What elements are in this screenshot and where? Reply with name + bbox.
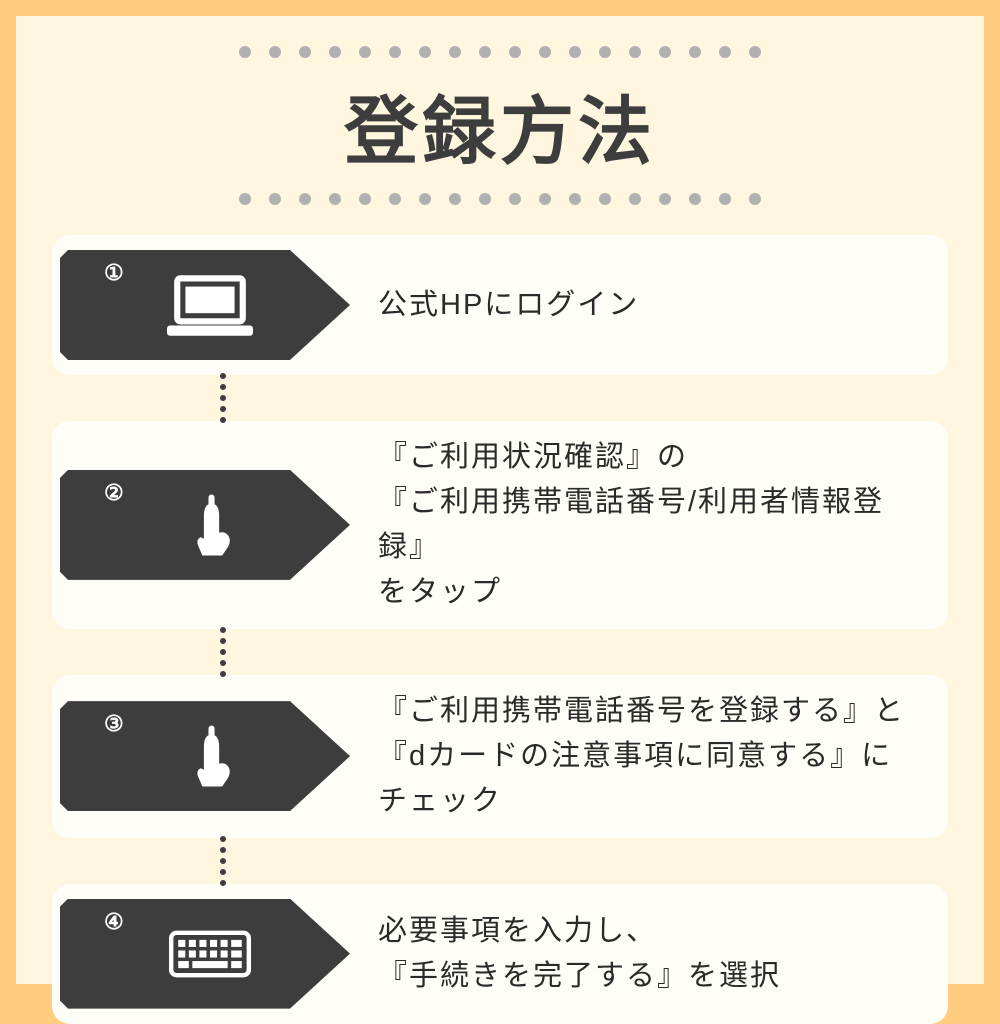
decor-dot bbox=[299, 46, 311, 58]
decor-dot bbox=[749, 193, 761, 205]
step-text: 『ご利用携帯電話番号を登録する』と『dカードの注意事項に同意する』にチェック bbox=[350, 689, 928, 824]
decor-dot bbox=[239, 46, 251, 58]
decor-dot bbox=[479, 193, 491, 205]
step-number: ② bbox=[104, 480, 124, 506]
decor-dot bbox=[239, 193, 251, 205]
decor-dot bbox=[659, 193, 671, 205]
decor-dot bbox=[539, 46, 551, 58]
step-connector bbox=[52, 375, 948, 421]
decor-dot bbox=[329, 46, 341, 58]
step-card: ③ 『ご利用携帯電話番号を登録する』と『dカードの注意事項に同意する』にチェック bbox=[52, 675, 948, 838]
step-arrow: ① bbox=[60, 250, 350, 360]
decor-dot bbox=[509, 193, 521, 205]
decor-dot bbox=[449, 193, 461, 205]
decor-dot bbox=[299, 193, 311, 205]
decor-dot bbox=[419, 46, 431, 58]
decor-dot bbox=[749, 46, 761, 58]
decor-dot bbox=[269, 46, 281, 58]
step-connector bbox=[52, 629, 948, 675]
step-text: 『ご利用状況確認』の『ご利用携帯電話番号/利用者情報登録』をタップ bbox=[350, 435, 928, 615]
step-arrow: ③ bbox=[60, 701, 350, 811]
step-number: ① bbox=[104, 260, 124, 286]
pointer-icon bbox=[160, 716, 260, 796]
decor-dot bbox=[449, 46, 461, 58]
step-arrow: ② bbox=[60, 470, 350, 580]
step-text: 必要事項を入力し、『手続きを完了する』を選択 bbox=[350, 909, 928, 999]
decor-dot bbox=[719, 46, 731, 58]
step-connector bbox=[52, 838, 948, 884]
header: 登録方法 bbox=[16, 16, 984, 225]
decor-dot bbox=[539, 193, 551, 205]
decor-dot bbox=[629, 46, 641, 58]
decor-dot bbox=[329, 193, 341, 205]
decor-dot bbox=[569, 46, 581, 58]
top-dot-row bbox=[16, 46, 984, 58]
step-card: ① 公式HPにログイン bbox=[52, 235, 948, 375]
decor-dot bbox=[659, 46, 671, 58]
decor-dot bbox=[599, 46, 611, 58]
laptop-icon bbox=[160, 270, 260, 340]
step-text: 公式HPにログイン bbox=[350, 283, 928, 328]
keyboard-icon bbox=[160, 924, 260, 984]
decor-dot bbox=[689, 193, 701, 205]
decor-dot bbox=[389, 193, 401, 205]
pointer-icon bbox=[160, 485, 260, 565]
decor-dot bbox=[689, 46, 701, 58]
decor-dot bbox=[569, 193, 581, 205]
decor-dot bbox=[719, 193, 731, 205]
decor-dot bbox=[359, 193, 371, 205]
step-number: ④ bbox=[104, 909, 124, 935]
decor-dot bbox=[509, 46, 521, 58]
step-card: ② 『ご利用状況確認』の『ご利用携帯電話番号/利用者情報登録』をタップ bbox=[52, 421, 948, 629]
decor-dot bbox=[479, 46, 491, 58]
step-card: ④ 必要事項を入力し、『手続きを完了する』を選択 bbox=[52, 884, 948, 1024]
decor-dot bbox=[599, 193, 611, 205]
step-number: ③ bbox=[104, 711, 124, 737]
decor-dot bbox=[419, 193, 431, 205]
bottom-dot-row bbox=[16, 193, 984, 205]
decor-dot bbox=[359, 46, 371, 58]
decor-dot bbox=[389, 46, 401, 58]
page-title: 登録方法 bbox=[16, 72, 984, 179]
step-arrow: ④ bbox=[60, 899, 350, 1009]
infographic-frame: 登録方法 ① 公式HPにログイン ② 『ご利用状況確認』の『ご利用携帯電話番号/利用者… bbox=[16, 16, 984, 984]
steps-list: ① 公式HPにログイン ② 『ご利用状況確認』の『ご利用携帯電話番号/利用者情報登録』… bbox=[16, 225, 984, 1024]
decor-dot bbox=[269, 193, 281, 205]
decor-dot bbox=[629, 193, 641, 205]
